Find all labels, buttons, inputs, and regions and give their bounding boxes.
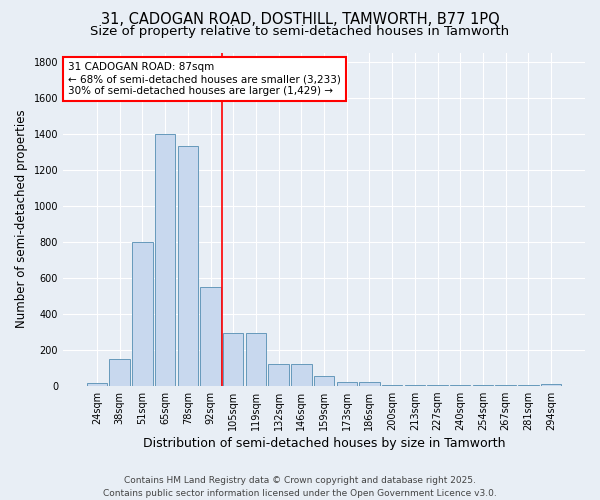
Bar [541, 384, 561, 386]
Bar [200, 286, 221, 386]
Bar [404, 385, 425, 386]
Bar [132, 242, 152, 386]
Bar [314, 376, 334, 386]
Bar [291, 364, 311, 386]
Bar [245, 334, 266, 386]
Text: Contains HM Land Registry data © Crown copyright and database right 2025.
Contai: Contains HM Land Registry data © Crown c… [103, 476, 497, 498]
Bar [87, 383, 107, 386]
Text: 31 CADOGAN ROAD: 87sqm
← 68% of semi-detached houses are smaller (3,233)
30% of : 31 CADOGAN ROAD: 87sqm ← 68% of semi-det… [68, 62, 341, 96]
Bar [268, 364, 289, 386]
Bar [109, 358, 130, 386]
X-axis label: Distribution of semi-detached houses by size in Tamworth: Distribution of semi-detached houses by … [143, 437, 505, 450]
Bar [223, 334, 244, 386]
Bar [337, 382, 357, 386]
Bar [359, 382, 380, 386]
Y-axis label: Number of semi-detached properties: Number of semi-detached properties [15, 110, 28, 328]
Text: 31, CADOGAN ROAD, DOSTHILL, TAMWORTH, B77 1PQ: 31, CADOGAN ROAD, DOSTHILL, TAMWORTH, B7… [101, 12, 499, 28]
Bar [155, 134, 175, 386]
Text: Size of property relative to semi-detached houses in Tamworth: Size of property relative to semi-detach… [91, 25, 509, 38]
Bar [178, 146, 198, 386]
Bar [382, 385, 403, 386]
